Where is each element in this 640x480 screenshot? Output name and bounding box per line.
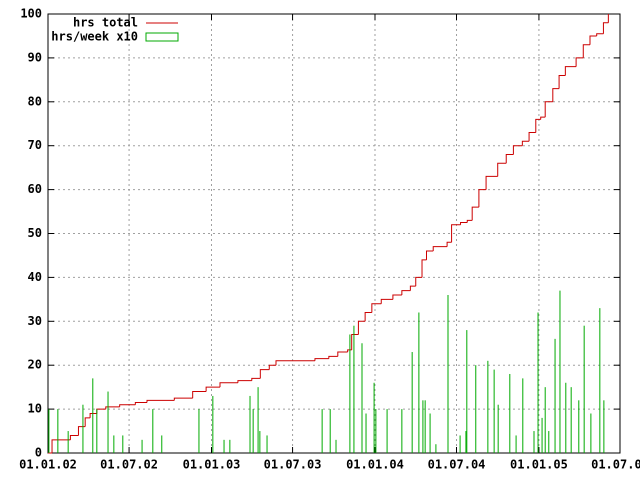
step-segment: [371, 303, 382, 313]
y-tick-label: 100: [20, 7, 42, 21]
y-tick-label: 50: [28, 226, 42, 240]
y-tick-label: 20: [28, 358, 42, 372]
step-segment: [275, 360, 315, 366]
step-segment: [237, 380, 252, 383]
legend-label: hrs/week x10: [51, 30, 138, 44]
step-segment: [69, 434, 79, 440]
step-segment: [51, 439, 69, 453]
step-segment: [478, 189, 487, 208]
y-tick-label: 70: [28, 138, 42, 152]
step-segment: [432, 246, 448, 252]
step-segment: [119, 404, 136, 407]
step-segment: [89, 412, 97, 418]
step-segment: [314, 358, 329, 361]
step-segment: [451, 224, 461, 243]
step-segment: [528, 132, 536, 142]
step-segment: [415, 276, 423, 287]
step-segment: [380, 298, 393, 304]
step-segment: [535, 118, 541, 133]
step-segment: [337, 351, 348, 357]
step-segment: [259, 369, 270, 379]
y-tick-label: 0: [35, 446, 42, 460]
step-segment: [105, 406, 120, 410]
step-segment: [466, 219, 473, 223]
legend-label: hrs total: [73, 16, 138, 30]
step-segment: [558, 74, 566, 89]
y-tick-label: 40: [28, 270, 42, 284]
step-segment: [268, 364, 276, 370]
x-tick-label: 01.07.03: [264, 458, 322, 472]
step-segment: [544, 101, 553, 118]
y-tick-label: 10: [28, 402, 42, 416]
step-segment: [552, 88, 560, 102]
step-segment: [146, 399, 175, 403]
step-segment: [192, 391, 207, 399]
step-segment: [575, 57, 584, 67]
step-segment: [521, 140, 530, 146]
step-segment: [446, 241, 452, 247]
step-segment: [512, 145, 523, 155]
step-segment: [505, 153, 514, 164]
y-tick-label: 30: [28, 314, 42, 328]
x-tick-label: 01.07.05: [591, 458, 640, 472]
step-segment: [351, 333, 359, 350]
step-segment: [205, 386, 221, 392]
step-segment: [409, 285, 416, 291]
step-segment: [328, 355, 338, 359]
step-segment: [357, 320, 366, 335]
plot-frame: [47, 13, 621, 454]
step-segment: [582, 44, 590, 58]
step-segment: [460, 222, 468, 225]
step-segment: [134, 402, 147, 405]
x-tick-label: 01.01.03: [183, 458, 241, 472]
step-segment: [421, 259, 427, 278]
step-segment: [173, 397, 193, 401]
x-tick-label: 01.07.04: [428, 458, 486, 472]
x-tick-label: 01.01.02: [19, 458, 77, 472]
step-segment: [425, 250, 434, 260]
step-segment: [251, 377, 261, 381]
y-tick-label: 90: [28, 50, 42, 64]
step-segment: [392, 294, 402, 300]
step-segment: [219, 382, 238, 388]
step-segment: [564, 66, 577, 76]
step-segment: [401, 290, 411, 295]
step-segment: [540, 116, 546, 120]
step-segment: [589, 35, 597, 45]
x-tick-label: 01.01.04: [346, 458, 404, 472]
legend-swatch: [145, 32, 179, 42]
step-segment: [364, 312, 372, 322]
step-segment: [471, 206, 479, 221]
step-segment: [602, 22, 609, 34]
step-segment: [485, 175, 498, 190]
x-tick-label: 01.01.05: [510, 458, 568, 472]
step-segment: [84, 417, 91, 427]
x-tick-label: 01.07.02: [100, 458, 158, 472]
step-segment: [596, 33, 604, 36]
step-segment: [497, 162, 507, 177]
y-tick-label: 80: [28, 94, 42, 108]
y-tick-label: 60: [28, 182, 42, 196]
